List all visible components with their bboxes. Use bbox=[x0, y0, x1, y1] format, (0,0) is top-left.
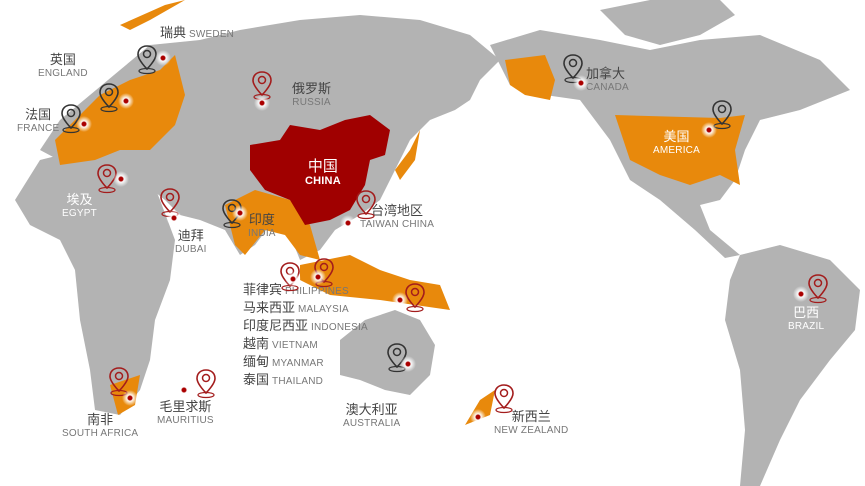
map-pin-icon[interactable] bbox=[807, 273, 829, 305]
label-south-africa: 南非 SOUTH AFRICA bbox=[62, 412, 139, 439]
location-dot bbox=[310, 269, 326, 285]
map-pin-icon[interactable] bbox=[404, 282, 426, 314]
region-europe bbox=[55, 55, 185, 165]
map-pin-icon[interactable] bbox=[195, 368, 217, 400]
label-russia: 俄罗斯 RUSSIA bbox=[292, 81, 332, 108]
location-dot bbox=[470, 409, 486, 425]
partner-regions bbox=[55, 0, 745, 425]
location-dot bbox=[155, 50, 171, 66]
map-pin-icon[interactable] bbox=[96, 163, 118, 195]
label-malaysia: 马来西亚 MALAYSIA bbox=[243, 300, 349, 315]
label-india: 印度 INDIA bbox=[248, 212, 276, 239]
location-dot bbox=[76, 116, 92, 132]
land-south-america bbox=[725, 245, 860, 486]
label-china: 中国 CHINA bbox=[305, 158, 341, 188]
location-dot bbox=[285, 271, 301, 287]
location-dot bbox=[122, 390, 138, 406]
land-greenland bbox=[600, 0, 735, 45]
location-dot bbox=[176, 382, 192, 398]
label-thailand: 泰国 THAILAND bbox=[243, 372, 324, 387]
region-china bbox=[250, 115, 390, 225]
label-sweden: 瑞典 SWEDEN bbox=[160, 25, 235, 40]
map-pin-icon[interactable] bbox=[493, 383, 515, 415]
label-australia: 澳大利亚 AUSTRALIA bbox=[343, 402, 401, 429]
location-dot bbox=[392, 292, 408, 308]
location-dot bbox=[340, 215, 356, 231]
label-canada: 加拿大 CANADA bbox=[586, 66, 629, 93]
location-dot bbox=[254, 95, 270, 111]
label-vietnam: 越南 VIETNAM bbox=[243, 336, 318, 351]
region-japan bbox=[395, 130, 420, 180]
location-dot bbox=[701, 122, 717, 138]
region-india-sea bbox=[225, 190, 320, 260]
location-dot bbox=[573, 75, 589, 91]
map-pin-icon[interactable] bbox=[98, 82, 120, 114]
location-dot bbox=[232, 205, 248, 221]
land-africa bbox=[15, 150, 175, 415]
label-egypt: 埃及 EGYPT bbox=[62, 192, 97, 219]
map-pin-icon[interactable] bbox=[136, 44, 158, 76]
label-taiwan: 台湾地区 TAIWAN CHINA bbox=[360, 203, 435, 230]
label-america: 美国 AMERICA bbox=[653, 129, 700, 156]
label-france: 法国 FRANCE bbox=[17, 107, 60, 134]
label-philippines: 菲律宾 PHILIPPINES bbox=[243, 282, 349, 297]
label-mauritius: 毛里求斯 MAURITIUS bbox=[157, 399, 214, 426]
location-dot bbox=[400, 356, 416, 372]
location-dot bbox=[793, 286, 809, 302]
label-new-zealand: 新西兰 NEW ZEALAND bbox=[494, 409, 569, 436]
region-scandinavia bbox=[120, 0, 185, 30]
label-indonesia: 印度尼西亚 INDONESIA bbox=[243, 318, 368, 333]
map-pin-icon[interactable] bbox=[355, 189, 377, 221]
region-canada bbox=[505, 55, 555, 100]
location-dot bbox=[113, 171, 129, 187]
label-myanmar: 缅甸 MYANMAR bbox=[243, 354, 324, 369]
label-england: 英国 ENGLAND bbox=[38, 52, 88, 79]
label-brazil: 巴西 BRAZIL bbox=[788, 305, 825, 332]
label-dubai: 迪拜 DUBAI bbox=[175, 228, 207, 255]
region-sea-islands bbox=[300, 255, 450, 310]
location-dot bbox=[118, 93, 134, 109]
location-dot bbox=[166, 210, 182, 226]
